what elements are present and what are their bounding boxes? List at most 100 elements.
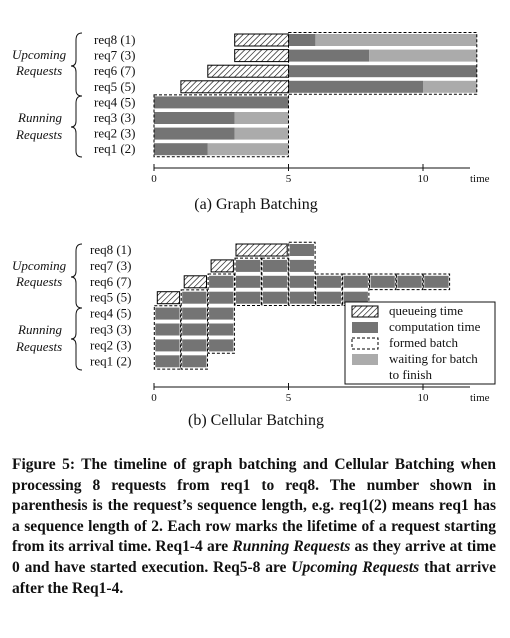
cellular-formed-batch bbox=[180, 289, 208, 370]
cellular-request-label: req4 (5) bbox=[90, 306, 132, 321]
figure-label: Figure 5: bbox=[12, 456, 75, 473]
graph-computation-bar bbox=[154, 96, 289, 109]
graph-tick-label-0: 0 bbox=[151, 173, 157, 185]
cellular-formed-batch bbox=[234, 257, 262, 307]
legend-computation-swatch bbox=[352, 322, 378, 333]
graph-request-label: req5 (5) bbox=[94, 79, 136, 94]
graph-queueing-bar bbox=[234, 33, 289, 47]
cellular-computation-cell bbox=[236, 291, 261, 304]
legend-queueing-swatch bbox=[351, 305, 379, 318]
graph-waiting-bar bbox=[315, 34, 477, 46]
cellular-computation-cell bbox=[182, 339, 207, 352]
graph-batching-request-labels: req8 (1)req7 (3)req6 (7)req5 (5)req4 (5)… bbox=[94, 32, 136, 156]
graph-tick-label-5: 5 bbox=[286, 173, 292, 185]
graph-tick-label-10: 10 bbox=[418, 173, 430, 185]
cellular-tick-label-0: 0 bbox=[151, 392, 157, 404]
legend-computation-label: computation time bbox=[389, 319, 481, 334]
graph-computation-bar bbox=[154, 143, 208, 156]
cellular-formed-batch bbox=[315, 273, 343, 306]
caption-upcoming-term: Upcoming Requests bbox=[291, 558, 420, 576]
cellular-computation-cell bbox=[343, 291, 368, 304]
graph-request-label: req7 (3) bbox=[94, 48, 136, 63]
graph-request-label: req8 (1) bbox=[94, 32, 136, 47]
cellular-request-label: req7 (3) bbox=[90, 258, 132, 273]
legend-formed-batch-label: formed batch bbox=[389, 335, 458, 350]
caption-text-3: that arrive after the Req1-4. bbox=[12, 558, 496, 597]
graph-computation-bar bbox=[154, 127, 235, 140]
cellular-request-label: req5 (5) bbox=[90, 290, 132, 305]
cellular-upcoming-label-1: Upcoming bbox=[12, 258, 67, 273]
cellular-request-label: req3 (3) bbox=[90, 322, 132, 337]
cellular-batching-time-axis: 0 5 10 time bbox=[151, 383, 490, 404]
caption-running-term: Running Requests bbox=[232, 538, 351, 556]
figure-caption: Figure 5: The timeline of graph batching… bbox=[12, 455, 496, 599]
cellular-computation-cell bbox=[262, 275, 288, 288]
cellular-formed-batch bbox=[395, 273, 424, 291]
graph-queueing-bar bbox=[207, 64, 289, 78]
cellular-computation-cell bbox=[316, 275, 341, 288]
cellular-computation-cell bbox=[182, 291, 207, 304]
cellular-running-label-2: Requests bbox=[15, 339, 62, 354]
graph-waiting-bar bbox=[423, 80, 477, 93]
cellular-tick-label-5: 5 bbox=[286, 392, 292, 404]
graph-upcoming-brace bbox=[70, 32, 83, 97]
graph-request-label: req2 (3) bbox=[94, 126, 136, 141]
cellular-queueing-bar bbox=[235, 243, 288, 257]
cellular-computation-cell bbox=[209, 339, 234, 352]
graph-waiting-bar bbox=[234, 112, 289, 124]
cellular-computation-cell bbox=[316, 291, 341, 304]
legend-formed-batch-swatch bbox=[351, 337, 379, 350]
cellular-computation-cell bbox=[155, 355, 180, 368]
caption-text-1: The timeline of graph batching and Cellu… bbox=[12, 456, 496, 556]
cellular-computation-cell bbox=[262, 259, 288, 272]
cellular-formed-batch bbox=[207, 273, 235, 354]
cellular-computation-cell bbox=[209, 291, 234, 304]
caption-text-2: as they arrive at time 0 and have starte… bbox=[12, 538, 497, 576]
graph-axis-unit-label: time bbox=[470, 173, 490, 185]
graph-request-label: req4 (5) bbox=[94, 94, 136, 109]
cellular-computation-cell bbox=[209, 323, 234, 336]
cellular-axis-unit-label: time bbox=[470, 392, 490, 404]
graph-queueing-bar bbox=[234, 49, 289, 63]
cellular-batching-panel: req8 (1)req7 (3)req6 (7)req5 (5)req4 (5)… bbox=[12, 241, 496, 429]
cellular-request-label: req2 (3) bbox=[90, 337, 132, 352]
graph-batching-time-axis: 0 5 10 time bbox=[151, 164, 490, 185]
graph-batching-panel: req8 (1)req7 (3)req6 (7)req5 (5)req4 (5)… bbox=[12, 32, 490, 213]
graph-upcoming-label-2: Requests bbox=[15, 63, 62, 78]
cellular-running-brace bbox=[70, 307, 83, 371]
graph-computation-bar bbox=[288, 65, 477, 78]
cellular-computation-cell bbox=[155, 307, 180, 320]
cellular-queueing-bar bbox=[210, 259, 234, 273]
cellular-batching-request-labels: req8 (1)req7 (3)req6 (7)req5 (5)req4 (5)… bbox=[90, 242, 132, 368]
cellular-computation-cell bbox=[182, 323, 207, 336]
graph-running-label-1: Running bbox=[17, 110, 63, 125]
cellular-request-label: req8 (1) bbox=[90, 242, 132, 257]
cellular-formed-batch bbox=[261, 257, 289, 307]
cellular-computation-cell bbox=[343, 275, 368, 288]
cellular-batching-caption: (b) Cellular Batching bbox=[188, 412, 324, 429]
graph-batching-timeline bbox=[153, 32, 478, 158]
cellular-upcoming-label-2: Requests bbox=[15, 274, 62, 289]
legend-waiting-swatch bbox=[352, 354, 378, 365]
cellular-formed-batch bbox=[369, 273, 397, 291]
legend-waiting-label-1: waiting for batch bbox=[389, 351, 478, 366]
graph-request-label: req1 (2) bbox=[94, 141, 136, 156]
graph-running-label-2: Requests bbox=[15, 127, 62, 142]
graph-computation-bar bbox=[288, 49, 370, 62]
graph-upcoming-label-1: Upcoming bbox=[12, 47, 67, 62]
cellular-computation-cell bbox=[289, 244, 315, 256]
graph-computation-bar bbox=[288, 34, 316, 46]
cellular-computation-cell bbox=[182, 307, 207, 320]
graph-running-brace bbox=[70, 95, 83, 158]
cellular-computation-cell bbox=[155, 323, 180, 336]
cellular-upcoming-brace bbox=[70, 243, 83, 309]
graph-request-label: req3 (3) bbox=[94, 110, 136, 125]
graph-request-label: req6 (7) bbox=[94, 63, 136, 78]
graph-waiting-bar bbox=[207, 143, 289, 156]
figure-canvas: req8 (1)req7 (3)req6 (7)req5 (5)req4 (5)… bbox=[12, 32, 496, 429]
graph-waiting-bar bbox=[234, 127, 289, 140]
legend-waiting-label-2: to finish bbox=[389, 367, 432, 382]
cellular-computation-cell bbox=[289, 291, 315, 304]
cellular-computation-cell bbox=[209, 275, 234, 288]
graph-batching-caption: (a) Graph Batching bbox=[194, 196, 318, 213]
